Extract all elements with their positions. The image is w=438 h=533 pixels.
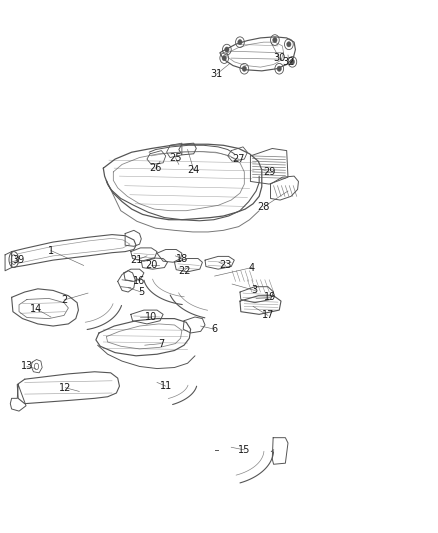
Circle shape: [238, 39, 242, 45]
Text: 6: 6: [212, 324, 218, 334]
Text: 14: 14: [30, 304, 42, 314]
Text: 17: 17: [262, 310, 274, 320]
Text: 13: 13: [21, 361, 33, 372]
Text: 27: 27: [233, 154, 245, 164]
Text: 19: 19: [265, 292, 277, 302]
Text: 12: 12: [59, 383, 71, 393]
Text: 20: 20: [145, 261, 158, 270]
Text: 31: 31: [211, 69, 223, 79]
Text: 22: 22: [178, 266, 191, 276]
Text: 5: 5: [138, 287, 145, 297]
Text: 1: 1: [48, 246, 54, 255]
Text: 28: 28: [258, 202, 270, 212]
Text: 15: 15: [238, 445, 251, 455]
Text: 23: 23: [219, 261, 232, 270]
Text: 25: 25: [169, 152, 182, 163]
Circle shape: [242, 66, 247, 71]
Circle shape: [290, 59, 294, 64]
Circle shape: [273, 37, 277, 43]
Text: 11: 11: [159, 381, 172, 391]
Text: 16: 16: [134, 277, 146, 286]
Text: 30: 30: [273, 53, 286, 63]
Circle shape: [287, 42, 291, 47]
Circle shape: [225, 47, 229, 52]
Text: 2: 2: [61, 295, 67, 305]
Text: 29: 29: [263, 167, 276, 177]
Circle shape: [277, 66, 282, 71]
Text: 18: 18: [176, 254, 188, 263]
Text: 39: 39: [12, 255, 24, 265]
Text: 21: 21: [131, 255, 143, 265]
Text: 10: 10: [145, 312, 157, 322]
Circle shape: [222, 55, 226, 61]
Text: 7: 7: [158, 338, 165, 349]
Text: 24: 24: [187, 165, 200, 175]
Text: 26: 26: [149, 163, 162, 173]
Text: 32: 32: [283, 57, 295, 67]
Text: 3: 3: [252, 286, 258, 295]
Text: 4: 4: [249, 263, 255, 272]
